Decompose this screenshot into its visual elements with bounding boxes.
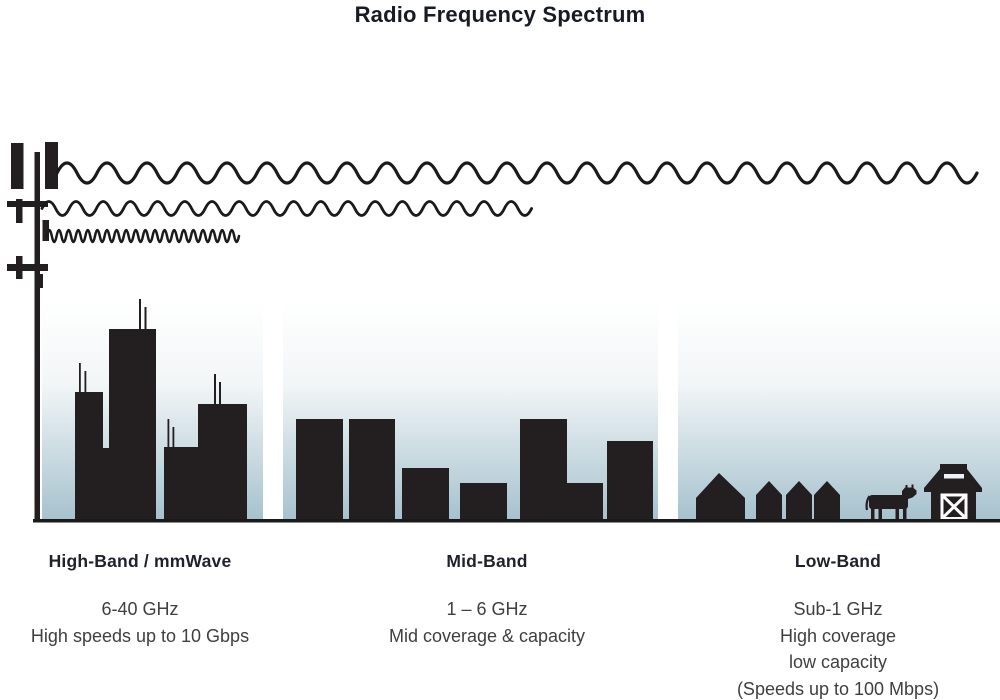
antenna-panel [42, 220, 49, 241]
low-band-wave [55, 161, 979, 185]
antenna-panel [16, 199, 23, 223]
tower-mast [34, 152, 40, 520]
skyscraper [198, 404, 247, 520]
building [402, 468, 449, 520]
building [296, 419, 343, 520]
band-description: High speeds up to 10 Gbps [30, 625, 250, 646]
cow-icon [865, 484, 917, 519]
antenna-panel [16, 256, 23, 279]
spectrum-illustration [7, 142, 1000, 523]
cell-tower-icon [7, 142, 58, 520]
band-frequency: 6-40 GHz [101, 599, 179, 619]
ground-line [33, 519, 1000, 523]
band-description: low capacity [788, 652, 888, 672]
band-heading: Mid-Band [446, 551, 528, 571]
skyscraper [75, 392, 103, 520]
antenna-panel [45, 142, 58, 189]
city-skyline-icon [75, 299, 247, 520]
band-description: Mid coverage & capacity [388, 625, 586, 646]
house-icon [786, 481, 812, 520]
band-description: High coverage [779, 625, 897, 646]
town-buildings-icon [296, 419, 653, 520]
building [460, 483, 507, 520]
high-band-wave [45, 228, 241, 244]
band-details: Sub-1 GHz High coverage low capacity (Sp… [713, 596, 963, 700]
antenna-panel [11, 143, 24, 189]
band-heading: High-Band / mmWave [48, 551, 232, 571]
barn-icon [924, 464, 982, 520]
house-icon [756, 481, 782, 520]
tower-crossarm [7, 264, 48, 271]
antenna-stub [38, 274, 43, 288]
building [567, 483, 603, 520]
mid-band-wave [40, 200, 533, 217]
band-description: (Speeds up to 100 Mbps) [736, 678, 940, 699]
band-label-mid: Mid-Band 1 – 6 GHz Mid coverage & capaci… [362, 551, 612, 649]
barn-door [940, 493, 968, 520]
band-heading: Low-Band [794, 551, 882, 571]
skyscraper [109, 329, 156, 520]
band-label-high: High-Band / mmWave 6-40 GHz High speeds … [15, 551, 265, 649]
building [520, 419, 567, 520]
house-icon [814, 481, 840, 520]
rooftop-antennas [79, 299, 221, 447]
skyscraper [164, 447, 198, 520]
band-label-low: Low-Band Sub-1 GHz High coverage low cap… [713, 551, 963, 700]
band-frequency: 1 – 6 GHz [446, 599, 528, 619]
page-title: Radio Frequency Spectrum [354, 2, 646, 27]
tower-crossarm [7, 201, 48, 207]
band-details: 1 – 6 GHz Mid coverage & capacity [362, 596, 612, 649]
building [607, 441, 653, 520]
house-icon [696, 473, 745, 520]
radio-waves [40, 161, 979, 244]
farm-icon [696, 464, 982, 520]
band-details: 6-40 GHz High speeds up to 10 Gbps [15, 596, 265, 649]
band-frequency: Sub-1 GHz [793, 599, 883, 619]
building [349, 419, 395, 520]
